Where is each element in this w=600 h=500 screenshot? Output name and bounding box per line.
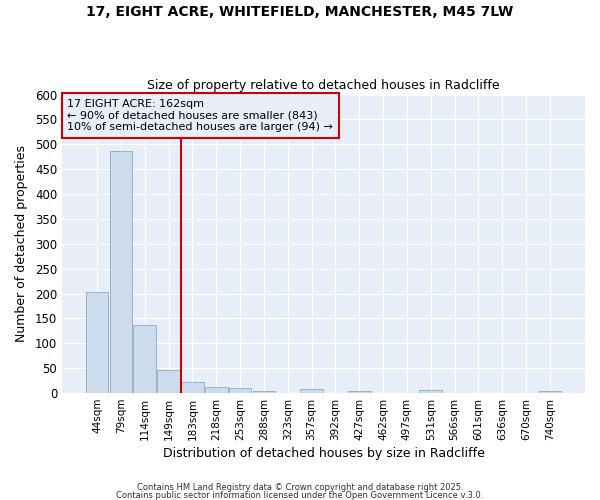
Bar — [300, 388, 323, 393]
Y-axis label: Number of detached properties: Number of detached properties — [15, 146, 28, 342]
Bar — [86, 292, 109, 393]
Text: 17, EIGHT ACRE, WHITEFIELD, MANCHESTER, M45 7LW: 17, EIGHT ACRE, WHITEFIELD, MANCHESTER, … — [86, 5, 514, 19]
Text: Contains HM Land Registry data © Crown copyright and database right 2025.: Contains HM Land Registry data © Crown c… — [137, 484, 463, 492]
Bar — [157, 370, 180, 393]
Bar — [539, 390, 561, 393]
Bar — [110, 151, 132, 393]
Bar — [205, 387, 227, 393]
Bar — [253, 390, 275, 393]
Bar — [229, 388, 251, 393]
Bar — [133, 326, 156, 393]
X-axis label: Distribution of detached houses by size in Radcliffe: Distribution of detached houses by size … — [163, 447, 484, 460]
Text: 17 EIGHT ACRE: 162sqm
← 90% of detached houses are smaller (843)
10% of semi-det: 17 EIGHT ACRE: 162sqm ← 90% of detached … — [67, 99, 333, 132]
Text: Contains public sector information licensed under the Open Government Licence v.: Contains public sector information licen… — [116, 490, 484, 500]
Title: Size of property relative to detached houses in Radcliffe: Size of property relative to detached ho… — [147, 79, 500, 92]
Bar — [419, 390, 442, 393]
Bar — [181, 382, 204, 393]
Bar — [348, 390, 371, 393]
